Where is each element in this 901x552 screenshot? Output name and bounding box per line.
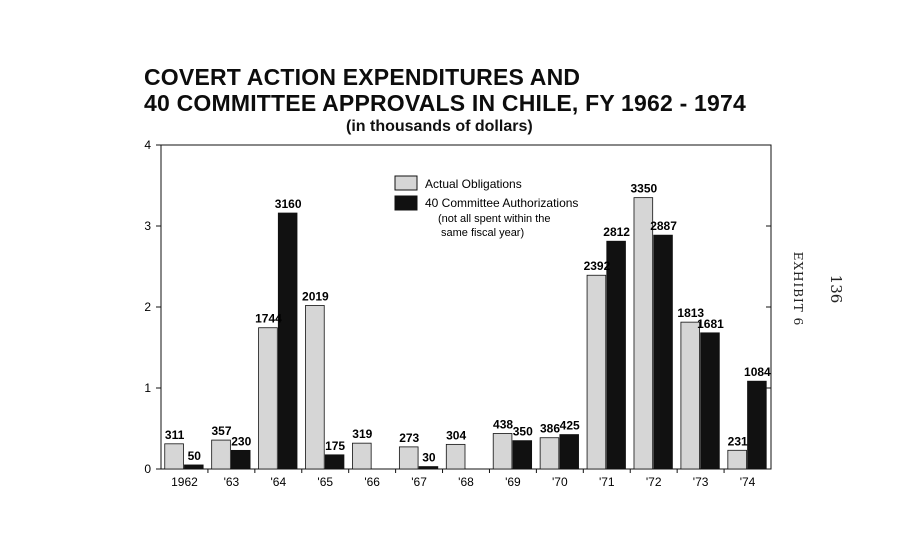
x-tick-label-65: '65: [317, 475, 333, 489]
data-label-40-committee-authorizations-1962: 50: [188, 449, 202, 463]
x-tick-label-68: '68: [458, 475, 474, 489]
data-label-40-committee-authorizations-65: 175: [325, 439, 345, 453]
data-label-actual-obligations-74: 231: [728, 434, 748, 448]
bar-actual-obligations-66: [352, 442, 372, 470]
legend: Actual Obligations 40 Committee Authoriz…: [394, 175, 578, 239]
bar-40-committee-authorizations-69: [512, 440, 533, 470]
y-axis: 0 1 2 3 4: [144, 138, 771, 476]
bar-actual-obligations-68: [445, 443, 466, 470]
x-tick-label-64: '64: [270, 475, 286, 489]
x-tick-label-70: '70: [552, 475, 568, 489]
data-label-40-committee-authorizations-69: 350: [513, 425, 533, 439]
y-tick-label: 0: [144, 462, 151, 476]
legend-note-line-1: (not all spent within the: [438, 213, 551, 225]
bar-actual-obligations-69: [492, 433, 513, 470]
data-label-actual-obligations-63: 357: [212, 424, 232, 438]
bar-40-committee-authorizations-63: [230, 449, 251, 470]
data-label-actual-obligations-67: 273: [399, 431, 419, 445]
bar-40-committee-authorizations-71: [606, 240, 626, 470]
y-tick-label: 4: [144, 138, 151, 152]
x-tick-label-73: '73: [693, 475, 709, 489]
data-label-actual-obligations-73: 1813: [677, 306, 704, 320]
bar-40-committee-authorizations-70: [559, 434, 579, 470]
x-tick-label-63: '63: [224, 475, 240, 489]
x-tick-label-72: '72: [646, 475, 662, 489]
data-label-actual-obligations-66: 319: [352, 427, 372, 441]
data-label-40-committee-authorizations-70: 425: [560, 419, 580, 433]
legend-swatch-actual-obligations: [394, 175, 418, 191]
data-label-actual-obligations-70: 386: [540, 422, 560, 436]
data-label-actual-obligations-72: 3350: [630, 182, 657, 196]
data-label-actual-obligations-1962: 311: [165, 428, 185, 442]
bar-actual-obligations-74: [727, 449, 747, 470]
y-tick-label: 1: [144, 381, 151, 395]
data-label-40-committee-authorizations-72: 2887: [650, 219, 677, 233]
bars-group: [164, 197, 767, 470]
data-label-actual-obligations-64: 1744: [255, 312, 282, 326]
x-tick-label-67: '67: [411, 475, 427, 489]
bar-actual-obligations-1962: [164, 443, 184, 470]
bar-actual-obligations-64: [258, 327, 278, 470]
data-label-actual-obligations-65: 2019: [302, 289, 329, 303]
x-tick-label-69: '69: [505, 475, 521, 489]
bar-40-committee-authorizations-1962: [184, 464, 204, 470]
bar-40-committee-authorizations-67: [418, 466, 439, 470]
x-tick-label-66: '66: [364, 475, 380, 489]
legend-label-40-committee-authorizations: 40 Committee Authorizations: [425, 196, 578, 210]
legend-label-actual-obligations: Actual Obligations: [425, 177, 522, 191]
data-label-actual-obligations-71: 2392: [584, 259, 611, 273]
bar-actual-obligations-72: [633, 197, 654, 470]
y-tick-label: 2: [144, 300, 151, 314]
data-label-40-committee-authorizations-71: 2812: [603, 225, 630, 239]
bar-40-committee-authorizations-72: [653, 234, 673, 470]
bar-40-committee-authorizations-73: [700, 332, 720, 470]
data-label-actual-obligations-68: 304: [446, 428, 466, 442]
data-label-40-committee-authorizations-73: 1681: [697, 317, 724, 331]
data-label-40-committee-authorizations-74: 1084: [744, 365, 771, 379]
page-number: 136: [827, 274, 845, 304]
bar-40-committee-authorizations-74: [747, 380, 767, 470]
bar-actual-obligations-73: [680, 321, 701, 470]
chart-title-line-2: 40 COMMITTEE APPROVALS IN CHILE, FY 1962…: [144, 90, 747, 116]
legend-swatch-40-committee-authorizations: [394, 195, 418, 211]
x-tick-label-71: '71: [599, 475, 615, 489]
bar-actual-obligations-65: [305, 305, 325, 470]
data-label-actual-obligations-69: 438: [493, 418, 513, 432]
bar-40-committee-authorizations-65: [324, 454, 345, 470]
bar-actual-obligations-63: [211, 439, 231, 470]
data-label-40-committee-authorizations-63: 230: [231, 434, 251, 448]
bar-actual-obligations-70: [539, 437, 560, 470]
chart-subtitle: (in thousands of dollars): [346, 118, 533, 135]
bar-actual-obligations-71: [586, 274, 607, 470]
y-tick-label: 3: [144, 219, 151, 233]
data-label-40-committee-authorizations-64: 3160: [275, 197, 302, 211]
exhibit-label: EXHIBIT 6: [791, 251, 805, 327]
x-axis: 1962 '63 '64 '65 '66 '67 '68 '69 '70 '71 '72 '73 '74: [171, 469, 756, 489]
bar-40-committee-authorizations-64: [277, 212, 298, 470]
x-tick-label-1962: 1962: [171, 475, 198, 489]
bar-actual-obligations-67: [398, 446, 419, 470]
data-label-40-committee-authorizations-67: 30: [422, 451, 436, 465]
x-tick-label-74: '74: [740, 475, 756, 489]
legend-note-line-2: same fiscal year): [441, 227, 524, 239]
chart-title-line-1: COVERT ACTION EXPENDITURES AND: [144, 64, 581, 90]
